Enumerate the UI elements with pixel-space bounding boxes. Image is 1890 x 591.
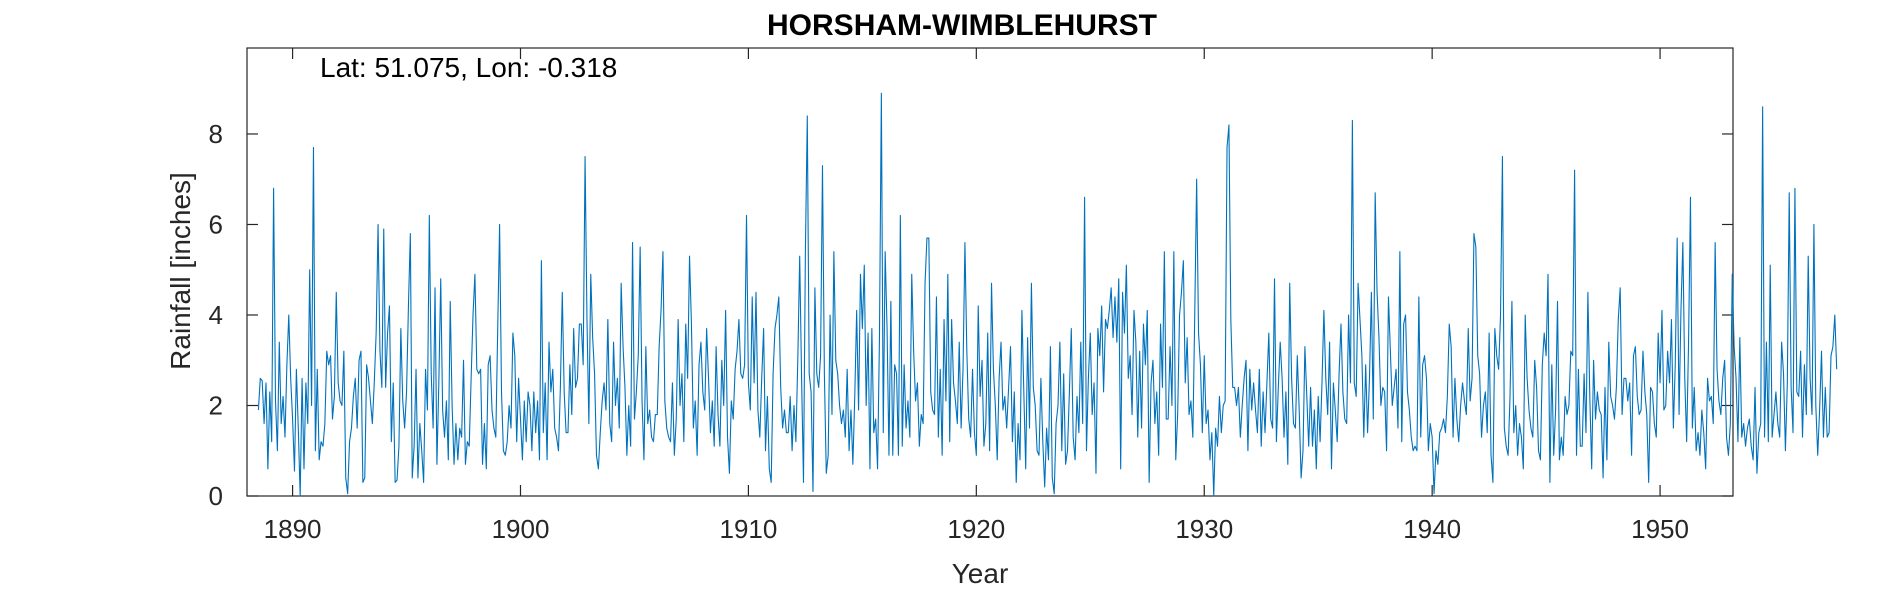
series-layer — [257, 92, 1838, 497]
x-tick-label: 1930 — [1175, 514, 1233, 544]
axes-box — [246, 47, 1734, 497]
y-tick-label: 8 — [209, 119, 223, 149]
x-tick-label: 1910 — [719, 514, 777, 544]
x-tick-label: 1940 — [1403, 514, 1461, 544]
rainfall-series-line — [257, 92, 1838, 497]
chart-title: HORSHAM-WIMBLEHURST — [767, 9, 1157, 42]
plot-area-frame — [246, 47, 1734, 497]
axis-ticks: 1890 1900 1910 1920 1930 1940 1950 0 2 4 6 8 — [209, 48, 1733, 544]
x-tick-label: 1920 — [947, 514, 1005, 544]
y-axis-label: Rainfall [inches] — [165, 172, 196, 370]
x-axis-label: Year — [952, 558, 1009, 589]
y-tick-label: 0 — [209, 481, 223, 511]
x-tick-label: 1890 — [264, 514, 322, 544]
coordinate-annotation: Lat: 51.075, Lon: -0.318 — [320, 52, 617, 83]
y-tick-label: 2 — [209, 390, 223, 420]
y-tick-label: 6 — [209, 209, 223, 239]
y-tick-label: 4 — [209, 300, 223, 330]
x-tick-label: 1900 — [492, 514, 550, 544]
x-tick-label: 1950 — [1631, 514, 1689, 544]
